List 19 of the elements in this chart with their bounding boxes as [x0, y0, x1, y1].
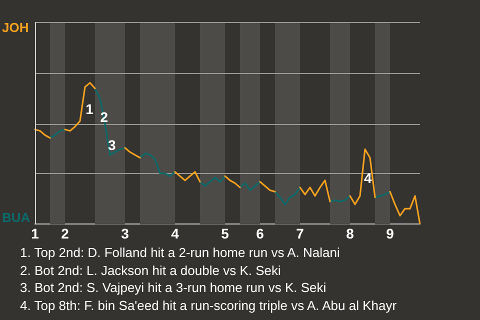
- text: 3. Bot 2nd: S. Vajpeyi hit a 3-run home run vs K. Seki: [20, 279, 328, 296]
- x-tick-label: 9: [386, 225, 394, 242]
- x-tick-label: 4: [171, 225, 180, 242]
- x-tick-label: 6: [256, 225, 264, 242]
- x-tick-label: 3: [121, 225, 130, 242]
- text: 4. Top 8th: F. bin Sa'eed hit a run-scoring triple vs A. Abu al Khayr: [20, 296, 397, 314]
- text: BUA: [2, 210, 30, 226]
- x-tick-label: 2: [61, 225, 70, 242]
- annotation: 3: [108, 137, 116, 154]
- x-tick-label: 7: [296, 225, 304, 242]
- annotation: 4: [364, 170, 372, 186]
- annotation: 1: [86, 100, 94, 117]
- text: 2. Bot 2nd: L. Jackson hit a double vs K. Seki: [20, 262, 282, 279]
- x-tick-label: 1: [31, 225, 40, 242]
- x-tick-label: 5: [221, 225, 230, 242]
- text: 1. Top 2nd: D. Folland hit a 2-run home run vs A. Nalani: [20, 244, 341, 262]
- x-tick-label: 8: [346, 225, 354, 242]
- text: JOH: [2, 20, 29, 35]
- annotation: 2: [100, 109, 108, 126]
